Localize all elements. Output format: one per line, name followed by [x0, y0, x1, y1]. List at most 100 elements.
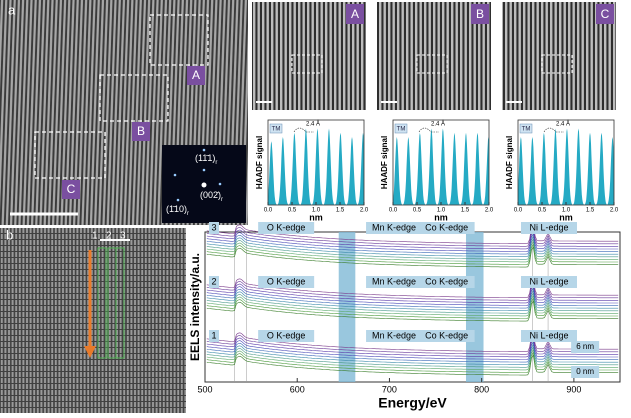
tm-label: TM: [397, 127, 406, 133]
intensity-peak: [311, 128, 324, 205]
spectrum: [206, 230, 619, 252]
region-tag: [187, 66, 205, 85]
edge-label: O K-edge: [267, 330, 306, 340]
x-tick-label: 0.0: [514, 208, 523, 214]
spectrum: [206, 246, 619, 268]
group-tag: [209, 222, 219, 234]
x-tick-label: 0.5: [538, 208, 547, 214]
edge-tag: [258, 330, 315, 342]
intensity-peak: [538, 132, 550, 205]
group-label: 2: [211, 276, 216, 286]
tm-tag: [394, 123, 408, 134]
fft-subscript: r: [221, 197, 223, 203]
intensity-peak: [437, 128, 449, 205]
edge-tag: [418, 222, 475, 234]
region-label: A: [351, 7, 359, 21]
edge-label: Ni L-edge: [529, 222, 568, 232]
spectrum: [206, 351, 619, 373]
tm-label: TM: [522, 127, 531, 133]
fft-index: (1̄10): [166, 204, 187, 214]
spectrum: [206, 233, 619, 255]
depth-label: 0 nm: [576, 367, 594, 376]
intensity-peak: [300, 128, 312, 205]
x-tick-label: 1.0: [312, 208, 321, 214]
intensity-peak: [357, 132, 364, 205]
fft-subscript: r: [215, 160, 217, 166]
scan-line: [115, 247, 125, 359]
x-axis-label: nm: [559, 212, 573, 222]
group-tag: [209, 330, 219, 342]
region-label: B: [137, 124, 145, 138]
edge-label: O K-edge: [267, 276, 306, 286]
tm-tag: [519, 123, 533, 134]
fft-label: (002̄)r: [200, 190, 223, 202]
intensity-peak: [346, 137, 358, 205]
spectrum: [206, 333, 619, 355]
edge-label: O K-edge: [267, 222, 306, 232]
region-tag: [596, 4, 614, 24]
spectrum: [206, 346, 619, 368]
intensity-peak: [393, 137, 403, 205]
y-axis-label: EELS intensity/a.u.: [188, 253, 202, 361]
edge-tag: [366, 222, 423, 234]
region-tag: [346, 4, 364, 24]
x-tick-label: 800: [474, 384, 489, 394]
edge-tag: [520, 330, 577, 342]
spectrum: [206, 243, 619, 265]
intensity-peak: [402, 137, 415, 205]
spectrum: [206, 282, 619, 304]
x-axis-label: Energy/eV: [378, 395, 447, 411]
spacing-label: 2.4 Å: [556, 121, 570, 128]
spectrum: [206, 354, 619, 376]
intensity-peak: [334, 132, 347, 205]
fft-spot: [173, 173, 177, 177]
fft-index: (11̄1): [195, 153, 215, 163]
fft-spot: [218, 182, 222, 186]
edge-tag: [258, 276, 315, 288]
panel-label: a: [8, 2, 16, 17]
region-box: [291, 54, 323, 74]
x-tick-label: 0.0: [389, 208, 398, 214]
intensity-peak: [425, 128, 438, 205]
edge-tag: [520, 276, 577, 288]
x-tick-label: 600: [290, 384, 305, 394]
x-tick-label: 0.0: [264, 208, 273, 214]
intensity-peak: [584, 132, 596, 205]
edge-label: Co K-edge: [425, 276, 468, 286]
spectrum: [206, 338, 619, 360]
x-tick-label: 900: [566, 384, 581, 394]
intensity-peak: [460, 132, 472, 205]
spectrum: [206, 238, 619, 260]
spectrum: [206, 300, 619, 322]
spectrum: [206, 297, 619, 319]
x-tick-label: 2.0: [485, 208, 494, 214]
fft-label: (1̄10)r: [166, 204, 189, 216]
y-axis-label: HAADF signal: [380, 136, 389, 189]
region-tag: [471, 4, 489, 24]
line-label: 1: [92, 231, 98, 242]
x-axis-label: nm: [309, 212, 323, 222]
intensity-peak: [471, 132, 484, 205]
intensity-peak: [448, 132, 461, 205]
x-tick-label: 1.5: [461, 208, 470, 214]
edge-tag: [520, 222, 577, 234]
fft-spot: [202, 168, 206, 172]
region-box: [34, 131, 106, 179]
scan-arrowhead: [84, 346, 96, 358]
x-tick-label: 0.5: [288, 208, 297, 214]
spectrum: [206, 292, 619, 314]
x-tick-label: 2.0: [360, 208, 369, 214]
depth-tag: [571, 366, 600, 378]
x-tick-label: 1.0: [562, 208, 571, 214]
edge-tag: [366, 330, 423, 342]
line-label: 2: [106, 231, 112, 242]
x-tick-label: 0.5: [413, 208, 422, 214]
region-tag: [62, 180, 80, 199]
edge-label: Co K-edge: [425, 330, 468, 340]
intensity-peak: [518, 137, 527, 205]
edge-label: Mn K-edge: [372, 276, 416, 286]
spectrum: [206, 341, 619, 363]
x-tick-label: 1.5: [586, 208, 595, 214]
intensity-peak: [595, 132, 608, 205]
